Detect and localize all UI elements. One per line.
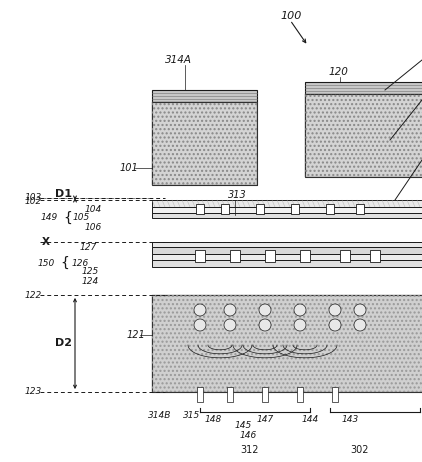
Text: {: {: [63, 211, 72, 225]
Bar: [340, 250, 350, 262]
Text: 313: 313: [228, 190, 247, 200]
Text: 103: 103: [25, 194, 42, 202]
Circle shape: [329, 304, 341, 316]
Bar: [291, 204, 299, 214]
Text: 105: 105: [73, 213, 90, 223]
Text: {: {: [60, 256, 69, 270]
Text: 120: 120: [328, 67, 348, 77]
Bar: [305, 94, 422, 177]
Text: 123: 123: [25, 388, 42, 396]
Bar: [326, 204, 334, 214]
Bar: [297, 387, 303, 402]
Text: 314B: 314B: [148, 411, 172, 419]
Bar: [152, 102, 257, 185]
Bar: [305, 82, 422, 94]
Circle shape: [224, 304, 236, 316]
Text: 150: 150: [38, 259, 55, 267]
Circle shape: [259, 319, 271, 331]
Bar: [356, 204, 364, 214]
Text: 145: 145: [234, 420, 252, 430]
Bar: [196, 204, 204, 214]
Bar: [152, 200, 422, 207]
Circle shape: [329, 319, 341, 331]
Text: 122: 122: [25, 291, 42, 299]
Text: 147: 147: [257, 415, 273, 425]
Text: 146: 146: [239, 431, 257, 439]
Bar: [152, 295, 422, 392]
Text: 101: 101: [120, 163, 139, 173]
Bar: [152, 213, 422, 218]
Circle shape: [259, 304, 271, 316]
Bar: [152, 207, 422, 213]
Text: 149: 149: [41, 213, 58, 223]
Text: 315: 315: [184, 411, 200, 419]
Bar: [370, 250, 380, 262]
Bar: [152, 260, 422, 267]
Circle shape: [294, 319, 306, 331]
Text: D2: D2: [56, 339, 73, 348]
Text: 312: 312: [241, 445, 259, 455]
Bar: [256, 204, 264, 214]
Circle shape: [294, 304, 306, 316]
Text: 144: 144: [301, 415, 319, 425]
Bar: [300, 250, 310, 262]
Text: 302: 302: [351, 445, 369, 455]
Circle shape: [194, 304, 206, 316]
Bar: [197, 387, 203, 402]
Text: 104: 104: [85, 206, 102, 214]
Bar: [221, 204, 229, 214]
Bar: [152, 254, 422, 260]
Bar: [152, 90, 257, 102]
Text: 126: 126: [72, 259, 89, 267]
Text: 143: 143: [341, 415, 359, 425]
Bar: [227, 387, 233, 402]
Text: 121: 121: [127, 330, 146, 340]
Circle shape: [194, 319, 206, 331]
Text: D1: D1: [56, 189, 73, 199]
Text: 102: 102: [25, 196, 42, 206]
Bar: [152, 102, 257, 185]
Bar: [262, 387, 268, 402]
Circle shape: [224, 319, 236, 331]
Text: 100: 100: [280, 11, 301, 21]
Text: X: X: [42, 237, 50, 247]
Bar: [152, 242, 422, 247]
Circle shape: [354, 319, 366, 331]
Bar: [152, 247, 422, 254]
Bar: [332, 387, 338, 402]
Text: 127: 127: [80, 243, 97, 253]
Bar: [305, 94, 422, 177]
Bar: [195, 250, 205, 262]
Circle shape: [354, 304, 366, 316]
Bar: [230, 250, 240, 262]
Text: 314A: 314A: [165, 55, 192, 65]
Text: 124: 124: [82, 278, 99, 286]
Text: 125: 125: [82, 267, 99, 276]
Text: 106: 106: [85, 224, 102, 232]
Bar: [265, 250, 275, 262]
Bar: [152, 295, 422, 392]
Text: 148: 148: [204, 415, 222, 425]
